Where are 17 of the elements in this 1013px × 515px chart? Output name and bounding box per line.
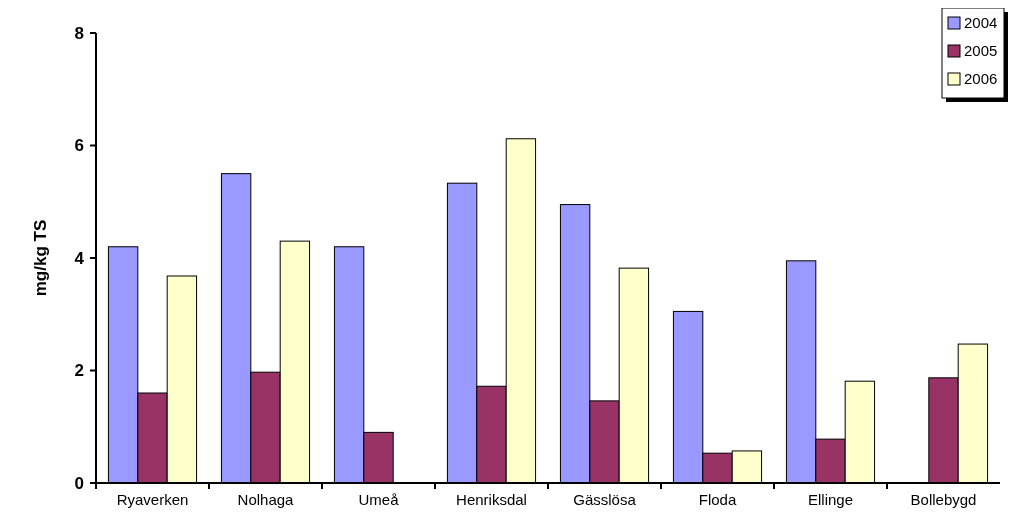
legend-label: 2006	[964, 70, 998, 88]
y-tick-label: 8	[74, 23, 84, 43]
legend-label: 2004	[964, 14, 998, 32]
x-tick-label: Ryaverken	[116, 491, 189, 508]
x-tick-label: Henriksdal	[456, 491, 527, 508]
x-tick-label: Ellinge	[807, 491, 854, 508]
y-tick-label: 6	[74, 136, 84, 156]
x-tick-label: Floda	[698, 491, 737, 508]
x-tick-label: Umeå	[358, 491, 400, 508]
y-tick-label: 4	[74, 248, 85, 268]
x-tick-label: Gässlösa	[573, 491, 637, 508]
y-tick-label: 2	[74, 361, 84, 381]
x-tick-label: Nolhaga	[237, 491, 295, 508]
y-tick-label: 0	[74, 473, 84, 493]
legend-label: 2005	[964, 42, 998, 60]
x-tick-label: Bollebygd	[910, 491, 977, 508]
y-axis-title: mg/kg TS	[31, 219, 50, 297]
